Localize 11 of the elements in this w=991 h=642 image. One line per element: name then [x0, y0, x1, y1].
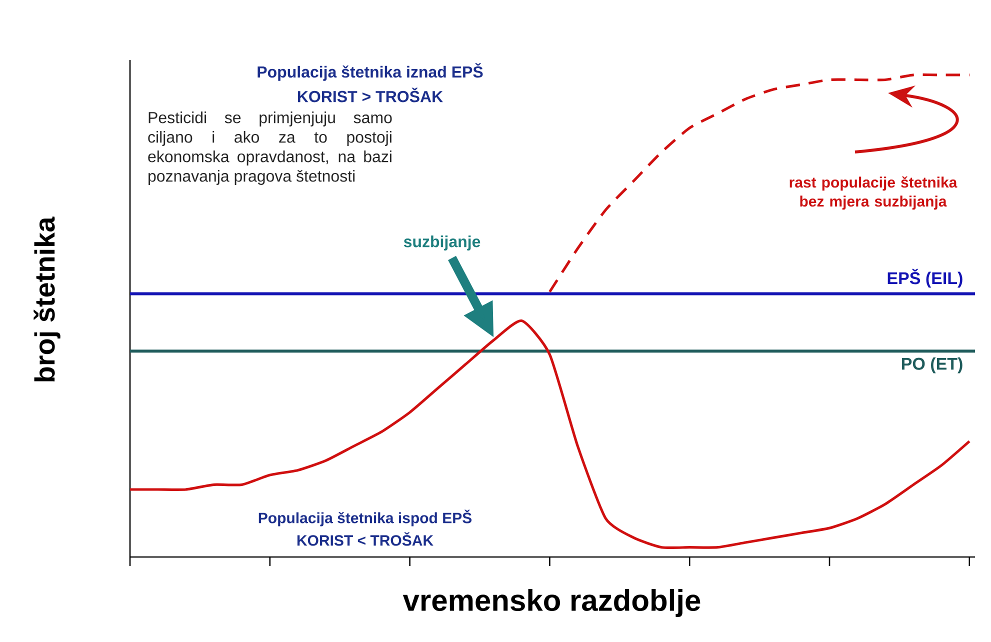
annotation: suzbijanje — [404, 236, 480, 250]
ref-line-label: EPŠ (EIL) — [888, 268, 962, 288]
ref-line-label: PO (ET) — [902, 357, 962, 374]
annotation: KORIST < TROŠAK — [297, 532, 434, 546]
annotation: Populacija štetnika ispod EPŠ — [258, 510, 472, 526]
y-axis-title: broj štetnika — [34, 216, 60, 382]
annotation: rast populacije štetnika bez mjera suzbijanja — [790, 176, 958, 210]
annotation: Pesticidi se primjenjuju samo ciljano i ako za to postoji ekonomska opravdanost, na bazi poznavanja pragova štetnosti — [148, 112, 392, 185]
x-axis-title: vremensko razdoblje — [402, 589, 700, 617]
annotation: Populacija štetnika iznad EPŠ — [258, 63, 483, 81]
annotation: KORIST > TROŠAK — [298, 88, 443, 102]
